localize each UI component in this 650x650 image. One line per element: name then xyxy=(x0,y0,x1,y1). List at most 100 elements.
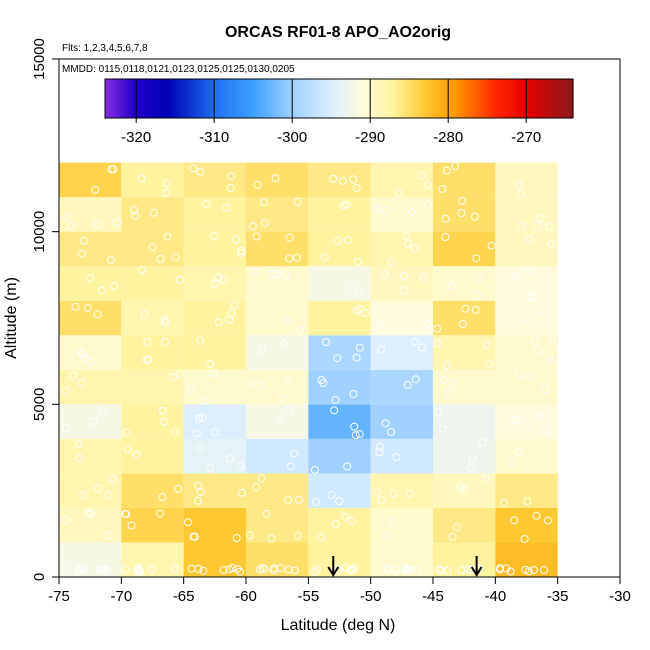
y-axis-tick-label: 5000 xyxy=(31,388,48,421)
observation-point xyxy=(147,564,156,573)
observation-point xyxy=(478,438,487,447)
observation-point xyxy=(457,208,466,217)
heatmap-cell xyxy=(183,335,246,370)
heatmap-cell xyxy=(183,300,246,336)
heatmap-cell xyxy=(59,542,122,577)
colorbar-swatch xyxy=(350,79,356,118)
colorbar-swatch xyxy=(144,79,149,118)
observation-point xyxy=(163,232,172,241)
colorbar-swatch xyxy=(190,79,196,118)
observation-point xyxy=(251,267,260,276)
observation-point xyxy=(219,566,228,575)
observation-point xyxy=(352,306,361,315)
observation-point xyxy=(546,355,555,364)
observation-point xyxy=(424,326,433,335)
heatmap-cell xyxy=(495,300,558,336)
observation-point xyxy=(547,240,556,249)
observation-point xyxy=(532,511,541,520)
observation-point xyxy=(333,354,342,363)
observation-point xyxy=(377,496,386,505)
heatmap-cell xyxy=(308,473,371,508)
plot-frame xyxy=(58,58,621,578)
observation-point xyxy=(206,464,215,473)
observation-point xyxy=(196,487,205,496)
heatmap-cell xyxy=(370,231,433,267)
heatmap-cell xyxy=(59,231,122,267)
observation-point xyxy=(200,396,209,405)
observation-point xyxy=(93,220,102,229)
heatmap-cell xyxy=(246,197,309,232)
observation-point xyxy=(338,176,347,185)
colorbar-swatch xyxy=(463,79,469,118)
heatmap-cell xyxy=(433,162,496,198)
heatmap-cell xyxy=(121,369,184,405)
observation-point xyxy=(387,257,396,266)
colorbar-swatch xyxy=(112,79,118,118)
x-axis-tick-label: -30 xyxy=(609,588,631,605)
observation-point xyxy=(410,244,419,253)
observation-point xyxy=(517,415,526,424)
colorbar-swatch xyxy=(116,79,122,118)
observation-point xyxy=(211,428,220,437)
observation-point xyxy=(412,566,421,575)
observation-point xyxy=(451,162,460,171)
observation-point xyxy=(281,271,290,280)
observation-point xyxy=(170,564,179,573)
observation-point xyxy=(377,345,386,354)
observation-point xyxy=(106,255,115,264)
observation-point xyxy=(375,442,384,451)
colorbar-swatch xyxy=(456,79,461,118)
heatmap-cell xyxy=(495,438,558,474)
heatmap-cell xyxy=(59,335,122,370)
observation-point xyxy=(293,531,302,540)
colorbar-swatch xyxy=(296,79,301,118)
observation-point xyxy=(547,336,556,345)
colorbar-tick-label: -300 xyxy=(277,129,307,146)
colorbar-swatch xyxy=(428,79,434,118)
colorbar-swatch xyxy=(385,79,391,118)
observation-point xyxy=(434,408,443,417)
heatmap-cell xyxy=(121,404,184,439)
observation-point xyxy=(74,566,83,575)
observation-point xyxy=(61,386,70,395)
heatmap-cell xyxy=(495,507,558,543)
colorbar-swatch xyxy=(214,79,219,118)
observation-point xyxy=(189,532,198,541)
observation-point xyxy=(196,443,205,452)
observation-point xyxy=(269,566,278,575)
observation-point xyxy=(271,174,280,183)
observation-point xyxy=(97,286,106,295)
heatmap-cell xyxy=(183,404,246,439)
colorbar-swatch xyxy=(424,79,430,118)
heatmap-cell xyxy=(433,300,496,336)
observation-point xyxy=(470,212,479,221)
colorbar-swatch xyxy=(253,79,258,118)
observation-point xyxy=(508,459,517,468)
observation-point xyxy=(448,282,457,291)
observation-point xyxy=(156,255,165,264)
observation-point xyxy=(77,249,86,258)
colorbar-tick-label: -290 xyxy=(355,129,385,146)
colorbar-swatch xyxy=(272,79,278,118)
observation-point xyxy=(515,180,524,189)
colorbar-swatch xyxy=(545,79,551,118)
colorbar-swatch xyxy=(405,79,410,118)
heatmap-cell xyxy=(308,266,371,301)
observation-point xyxy=(214,273,223,282)
x-axis-label: Latitude (deg N) xyxy=(281,617,396,634)
observation-point xyxy=(313,565,322,574)
colorbar-swatch xyxy=(557,79,562,118)
observation-point xyxy=(192,429,201,438)
colorbar-swatch xyxy=(167,79,172,118)
observation-point xyxy=(520,534,529,543)
colorbar-swatch xyxy=(140,79,145,118)
colorbar-frame xyxy=(104,78,574,119)
colorbar-swatch xyxy=(331,79,336,118)
colorbar-swatch xyxy=(502,79,508,118)
colorbar-swatch xyxy=(163,79,168,118)
heatmap-cell xyxy=(121,197,184,232)
observation-point xyxy=(285,254,294,263)
colorbar-swatch xyxy=(268,79,274,118)
observation-point xyxy=(123,444,132,453)
heatmap-cell xyxy=(308,300,371,336)
